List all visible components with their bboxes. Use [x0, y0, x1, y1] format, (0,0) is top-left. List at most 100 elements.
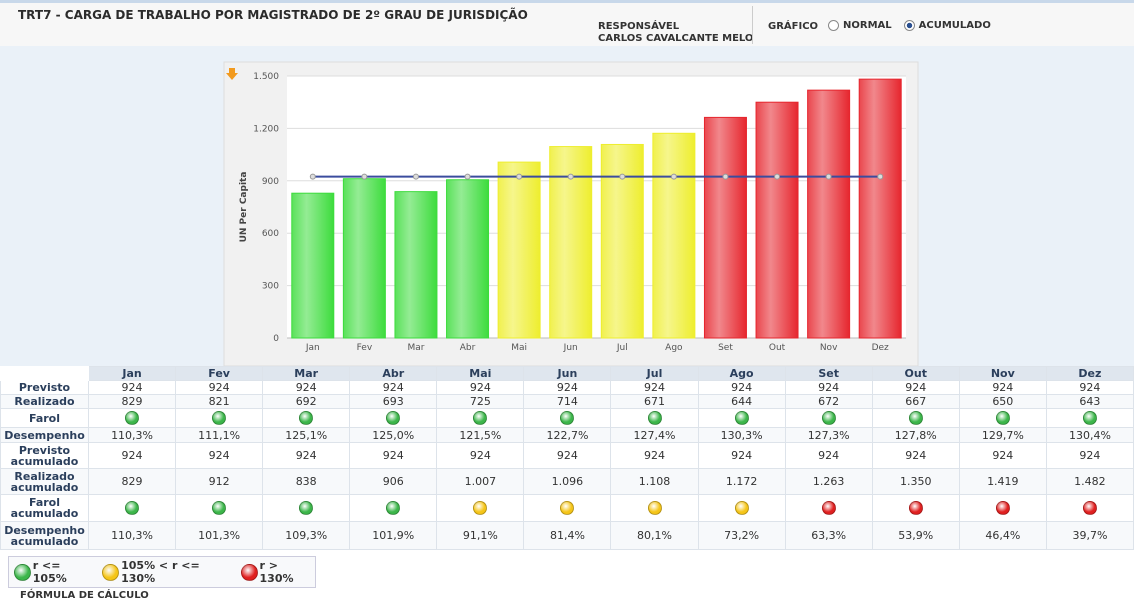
cell: 46,4% [958, 521, 1047, 550]
grafico-label: GRÁFICO [768, 21, 819, 32]
cell: 63,3% [784, 521, 873, 550]
line-marker [670, 173, 677, 180]
cell: 924 [262, 380, 351, 395]
bar [755, 101, 799, 339]
radio-option[interactable]: NORMAL [828, 20, 892, 31]
status-light [125, 411, 140, 425]
cell: 643 [1045, 394, 1134, 409]
column-header: Mai [436, 366, 525, 381]
cell: 924 [958, 442, 1047, 469]
bar [600, 143, 644, 339]
y-tick-label: 1.200 [253, 124, 279, 134]
cell: 110,3% [87, 521, 177, 550]
cell: 912 [175, 468, 264, 495]
row-label: Farol [0, 408, 89, 428]
y-tick-label: 1.500 [253, 72, 279, 82]
status-light [647, 501, 662, 515]
column-header: Out [871, 366, 960, 381]
radio-option[interactable]: ACUMULADO [903, 20, 991, 31]
x-tick-label: Fev [357, 343, 373, 353]
light-cell [175, 408, 264, 428]
cell: 906 [349, 468, 438, 495]
light-cell [610, 408, 699, 428]
legend-label: r <= 105% [32, 559, 67, 585]
light-cell [871, 408, 960, 428]
table-row: Farol [0, 408, 1134, 428]
cell: 924 [610, 380, 699, 395]
header-row: Jan Fev Mar Abr Mai Jun Jul Ago Set Out Nov Dez [0, 366, 1134, 381]
line-marker [567, 173, 574, 180]
cell: 644 [697, 394, 786, 409]
legend: r <= 105% 105% < r <= 130% r > 130% [8, 556, 316, 588]
light-cell [436, 494, 525, 522]
cell: 127,3% [784, 427, 873, 443]
cell: 672 [784, 394, 873, 409]
cell: 924 [87, 380, 177, 395]
cell: 692 [262, 394, 351, 409]
x-tick-label: Set [718, 343, 733, 353]
bar [394, 191, 438, 339]
line-marker [877, 173, 884, 180]
radio-button[interactable] [828, 20, 839, 31]
table-row: Previsto 924 924 924 924 924 924 924 924 924 924 92… [0, 380, 1134, 395]
cell: 725 [436, 394, 525, 409]
cell: 127,4% [610, 427, 699, 443]
bar [342, 178, 386, 339]
data-table: Jan Fev Mar Abr Mai Jun Jul Ago Set Out Nov Dez Prev… [0, 366, 1134, 550]
line-marker [825, 173, 832, 180]
cell: 110,3% [87, 427, 177, 443]
line-marker [516, 173, 523, 180]
status-light [995, 501, 1010, 515]
table-row: Farol acumulado [0, 494, 1134, 522]
cell: 122,7% [523, 427, 612, 443]
x-tick-label: Mar [407, 343, 424, 353]
line-marker [361, 173, 368, 180]
light-cell [262, 494, 351, 522]
row-label: Desempenho acumulado [0, 521, 89, 550]
x-tick-label: Abr [460, 343, 476, 353]
light-cell [697, 408, 786, 428]
x-tick-label: Jul [616, 343, 628, 353]
cell: 101,9% [349, 521, 438, 550]
page-title: TRT7 - CARGA DE TRABALHO POR MAGISTRADO … [18, 8, 528, 22]
y-tick-label: 600 [262, 229, 279, 239]
column-header: Dez [1045, 366, 1134, 381]
cell: 924 [610, 442, 699, 469]
column-header: Ago [697, 366, 786, 381]
row-label: Farol acumulado [0, 494, 89, 522]
cell: 130,3% [697, 427, 786, 443]
cell: 111,1% [175, 427, 264, 443]
light-cell [958, 408, 1047, 428]
x-tick-label: Mai [511, 343, 527, 353]
light-cell [262, 408, 351, 428]
y-tick-label: 0 [273, 334, 279, 344]
light-cell [697, 494, 786, 522]
light-cell [1045, 494, 1134, 522]
cell: 829 [87, 468, 177, 495]
row-label: Realizado acumulado [0, 468, 89, 495]
cell: 924 [349, 380, 438, 395]
line-marker [619, 173, 626, 180]
status-light [995, 411, 1010, 425]
cell: 80,1% [610, 521, 699, 550]
bar [807, 89, 851, 339]
cell: 924 [523, 442, 612, 469]
radio-button[interactable] [903, 20, 915, 31]
status-light [125, 501, 140, 515]
status-light [386, 411, 401, 425]
top-border [0, 0, 1134, 3]
y-axis-label: UN Per Capita [239, 172, 249, 243]
status-light [908, 501, 923, 515]
footer-title: FÓRMULA DE CÁLCULO [20, 590, 149, 598]
status-light [734, 411, 749, 425]
light-cell [87, 408, 177, 428]
cell: 924 [697, 442, 786, 469]
row-label: Desempenho [0, 427, 89, 443]
cell: 924 [1045, 442, 1134, 469]
cell: 693 [349, 394, 438, 409]
cell: 127,8% [871, 427, 960, 443]
export-arrow[interactable] [226, 68, 238, 80]
cell: 1.419 [958, 468, 1047, 495]
cell: 650 [958, 394, 1047, 409]
